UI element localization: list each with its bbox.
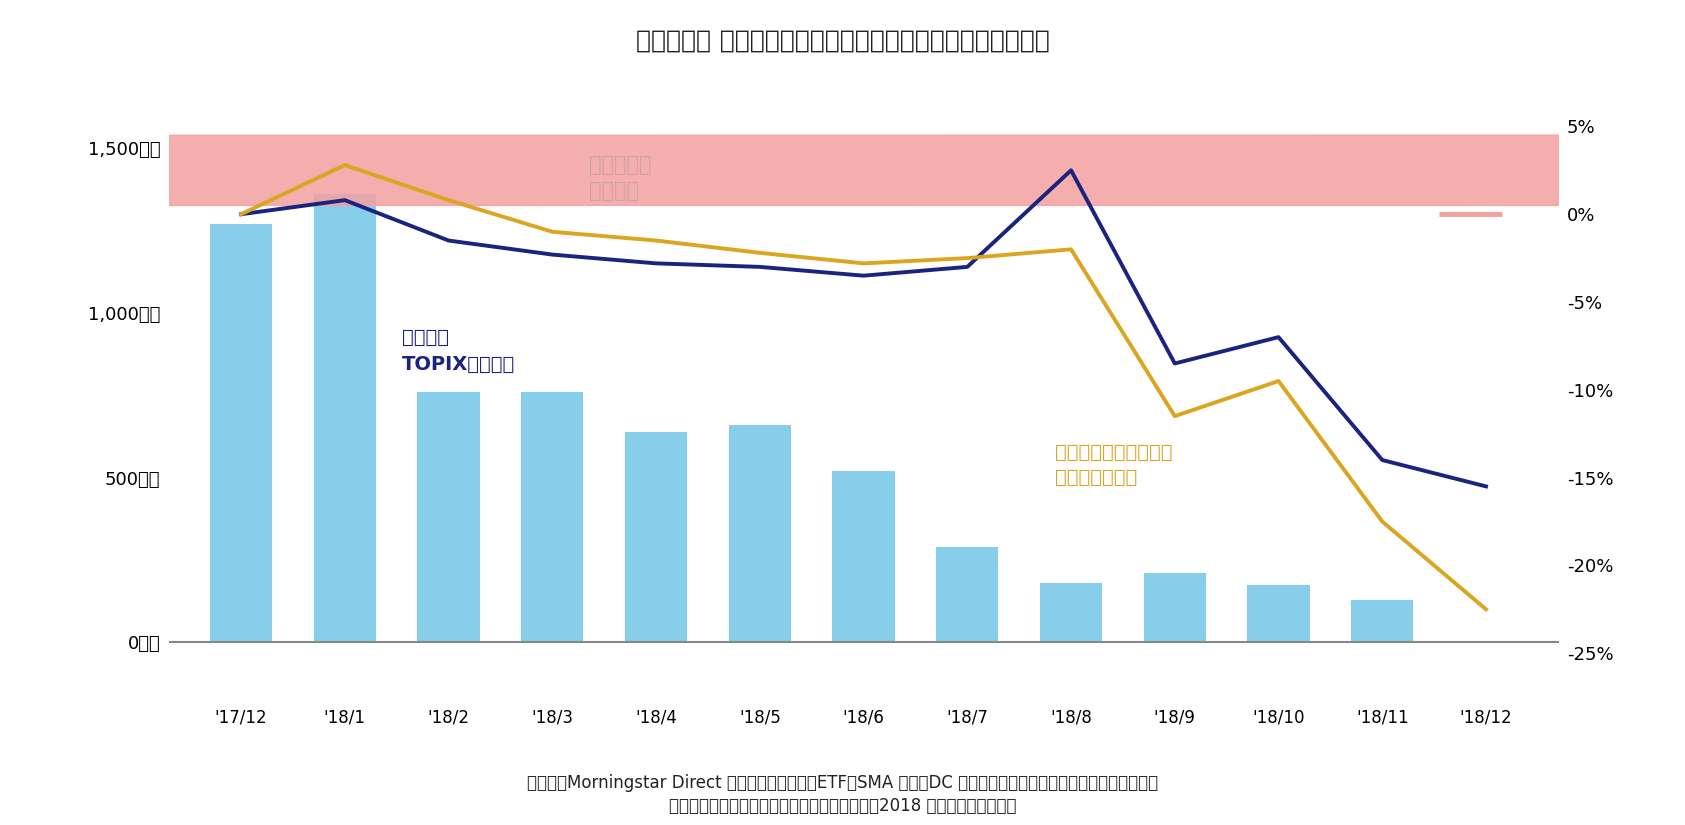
- Text: 収益率は月次で月初純資産加重平均を算出し、2018 年初から累積した。: 収益率は月次で月初純資産加重平均を算出し、2018 年初から累積した。: [669, 797, 1016, 815]
- Bar: [418, 392, 480, 643]
- Text: 資金流出入
（左軸）: 資金流出入 （左軸）: [588, 154, 650, 201]
- Bar: [1144, 573, 1206, 643]
- Bar: [728, 425, 790, 643]
- Bar: [1247, 585, 1309, 643]
- Text: （資料）Morningstar Direct を用いて筆者作成。ETF、SMA 専用、DC 専用ファンド、償還されたファンドは除く。: （資料）Morningstar Direct を用いて筆者作成。ETF、SMA …: [527, 774, 1158, 792]
- Bar: [313, 195, 376, 643]
- Bar: [832, 471, 895, 643]
- Bar: [937, 547, 999, 643]
- FancyArrow shape: [0, 135, 1685, 205]
- Text: 配当込み
TOPIX（右軸）: 配当込み TOPIX（右軸）: [403, 328, 516, 374]
- Bar: [211, 224, 273, 643]
- Text: 『図表４』 国内中小型株ファンドの資金流出入と累積収益率: 『図表４』 国内中小型株ファンドの資金流出入と累積収益率: [635, 29, 1050, 53]
- Bar: [521, 392, 583, 643]
- Bar: [625, 431, 687, 643]
- Text: 国内中小型株ファンド
の平均（右軸）: 国内中小型株ファンド の平均（右軸）: [1055, 442, 1173, 487]
- Bar: [1040, 583, 1102, 643]
- Bar: [1351, 600, 1414, 643]
